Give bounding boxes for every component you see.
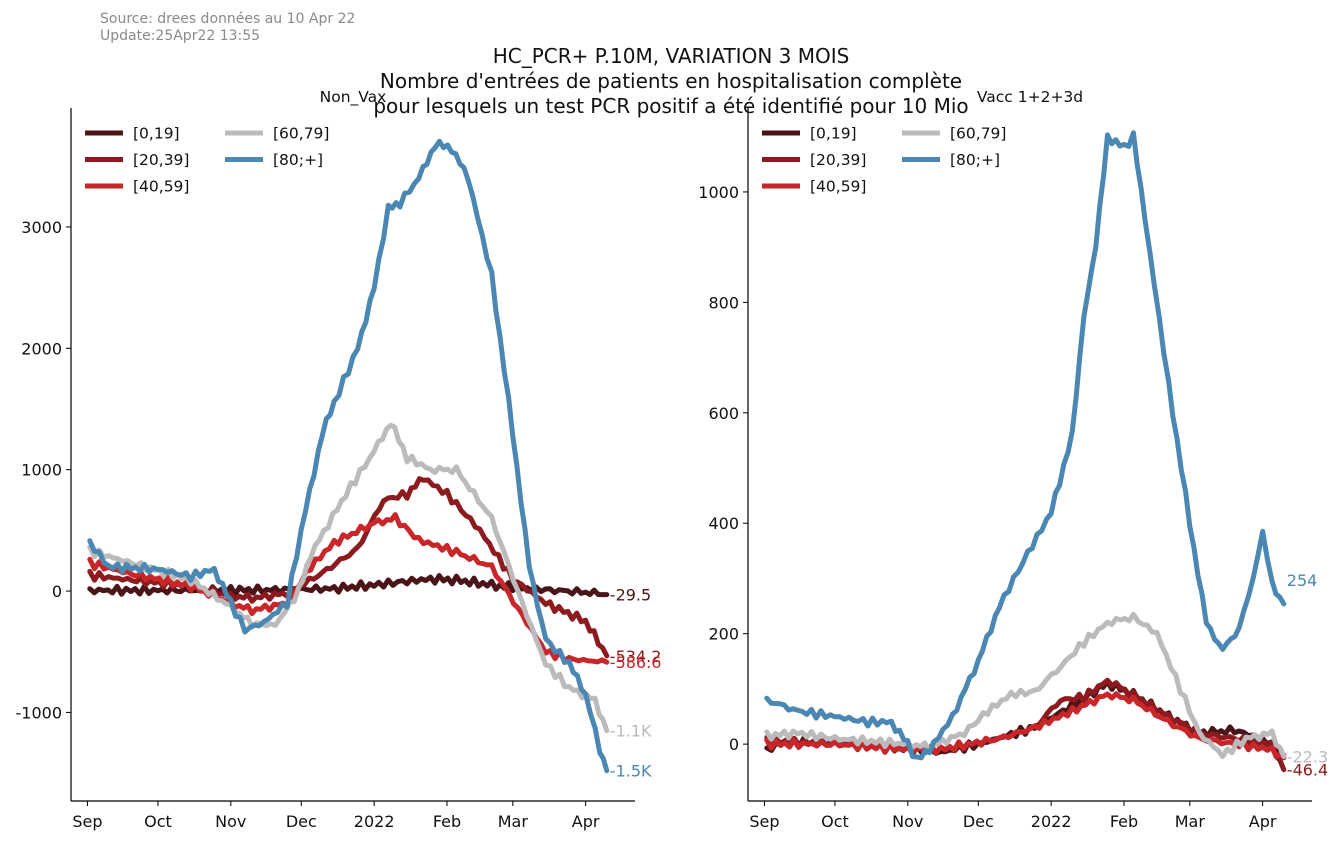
x-tick-label: Oct	[144, 812, 172, 831]
x-tick-label: Feb	[1110, 812, 1138, 831]
x-tick-label: Mar	[498, 812, 529, 831]
y-tick-label: 800	[708, 293, 739, 312]
source-text: Source: drees données au 10 Apr 22	[100, 11, 355, 27]
y-tick-label: 400	[708, 514, 739, 533]
legend-label: [20,39]	[810, 151, 866, 169]
chart-suptitle-line-1: HC_PCR+ P.10M, VARIATION 3 MOIS	[493, 44, 850, 68]
x-tick-label: Dec	[286, 812, 317, 831]
x-tick-label: Oct	[821, 812, 849, 831]
series-end-label: -46.4	[1287, 761, 1328, 780]
series-line	[764, 611, 1287, 759]
series-end-label: -22.3	[1287, 747, 1328, 766]
x-tick-label: Nov	[215, 812, 246, 831]
y-tick-label: 1000	[21, 461, 62, 480]
x-tick-label: 2022	[354, 812, 395, 831]
y-tick-label: 0	[729, 735, 739, 754]
series-end-label: -29.5	[610, 586, 651, 605]
update-text: Update:25Apr22 13:55	[100, 28, 260, 44]
x-tick-label: Feb	[433, 812, 461, 831]
chart-panel-vacc: 0 200 400 600 800 1000 Sep Oct Nov Dec 2022 Feb Mar A…	[698, 88, 1328, 831]
x-tick-label: Dec	[963, 812, 994, 831]
x-tick-label: Sep	[749, 812, 779, 831]
series-line	[87, 138, 610, 774]
y-tick-label: 200	[708, 625, 739, 644]
x-tick-label: Sep	[72, 812, 102, 831]
legend-label: [60,79]	[950, 125, 1006, 143]
panel-title: Non_Vax	[320, 88, 387, 107]
legend-label: [60,79]	[273, 125, 329, 143]
x-tick-label: Mar	[1175, 812, 1206, 831]
y-tick-label: 3000	[21, 218, 62, 237]
panel-title: Vacc 1+2+3d	[977, 88, 1083, 106]
chart-panel-non-vax: -1000 0 1000 2000 3000 Sep Oct Nov Dec 2022 Feb Mar…	[16, 88, 662, 831]
series-end-label: 254	[1287, 571, 1318, 590]
legend-label: [0,19]	[810, 125, 857, 143]
series-line	[87, 512, 610, 665]
series-end-label: -1.1K	[610, 722, 652, 741]
series-end-label: -1.5K	[610, 762, 652, 781]
y-tick-label: -1000	[16, 703, 63, 722]
legend-label: [80;+]	[273, 151, 323, 169]
legend-label: [40,59]	[810, 178, 866, 196]
series-end-label: -586.6	[610, 653, 662, 672]
legend-label: [40,59]	[133, 178, 189, 196]
x-tick-label: Nov	[892, 812, 923, 831]
series-line	[87, 573, 610, 598]
series-end-label: -534.2	[610, 647, 662, 666]
x-tick-label: 2022	[1031, 812, 1072, 831]
legend-label: [0,19]	[133, 125, 180, 143]
x-tick-label: Apr	[572, 812, 600, 831]
y-tick-label: 1000	[698, 183, 739, 202]
legend-label: [80;+]	[950, 151, 1000, 169]
series-line	[764, 130, 1287, 761]
chart-suptitle-line-2: Nombre d'entrées de patients en hospital…	[380, 69, 962, 93]
series-line	[764, 691, 1287, 761]
y-tick-label: 0	[52, 582, 62, 601]
y-tick-label: 600	[708, 404, 739, 423]
x-tick-label: Apr	[1249, 812, 1277, 831]
chart-suptitle-line-3: pour lesquels un test PCR positif a été …	[373, 94, 968, 118]
y-tick-label: 2000	[21, 339, 62, 358]
legend-label: [20,39]	[133, 151, 189, 169]
